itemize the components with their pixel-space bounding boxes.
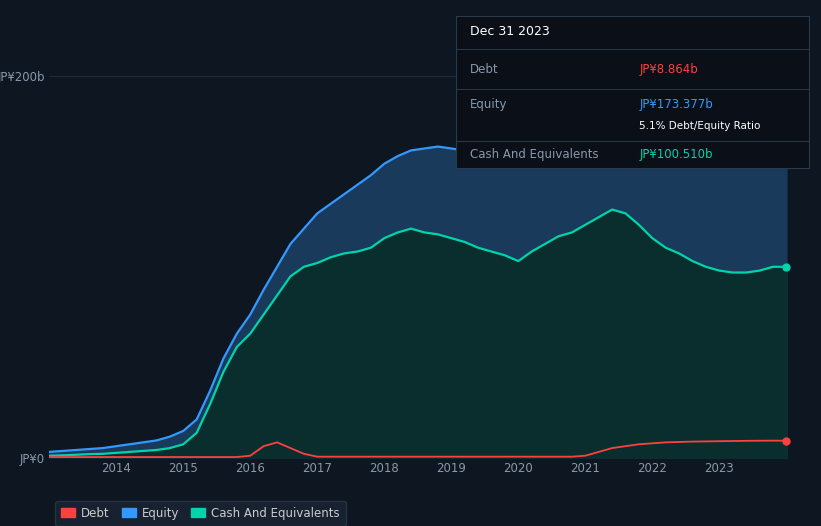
Text: Equity: Equity <box>470 98 507 111</box>
Text: JP¥100.510b: JP¥100.510b <box>640 148 713 161</box>
Text: Dec 31 2023: Dec 31 2023 <box>470 25 549 37</box>
Text: JP¥173.377b: JP¥173.377b <box>640 98 713 111</box>
Text: Cash And Equivalents: Cash And Equivalents <box>470 148 599 161</box>
Text: JP¥8.864b: JP¥8.864b <box>640 63 698 76</box>
Legend: Debt, Equity, Cash And Equivalents: Debt, Equity, Cash And Equivalents <box>55 501 346 525</box>
Text: 5.1% Debt/Equity Ratio: 5.1% Debt/Equity Ratio <box>640 120 760 130</box>
Text: Debt: Debt <box>470 63 498 76</box>
